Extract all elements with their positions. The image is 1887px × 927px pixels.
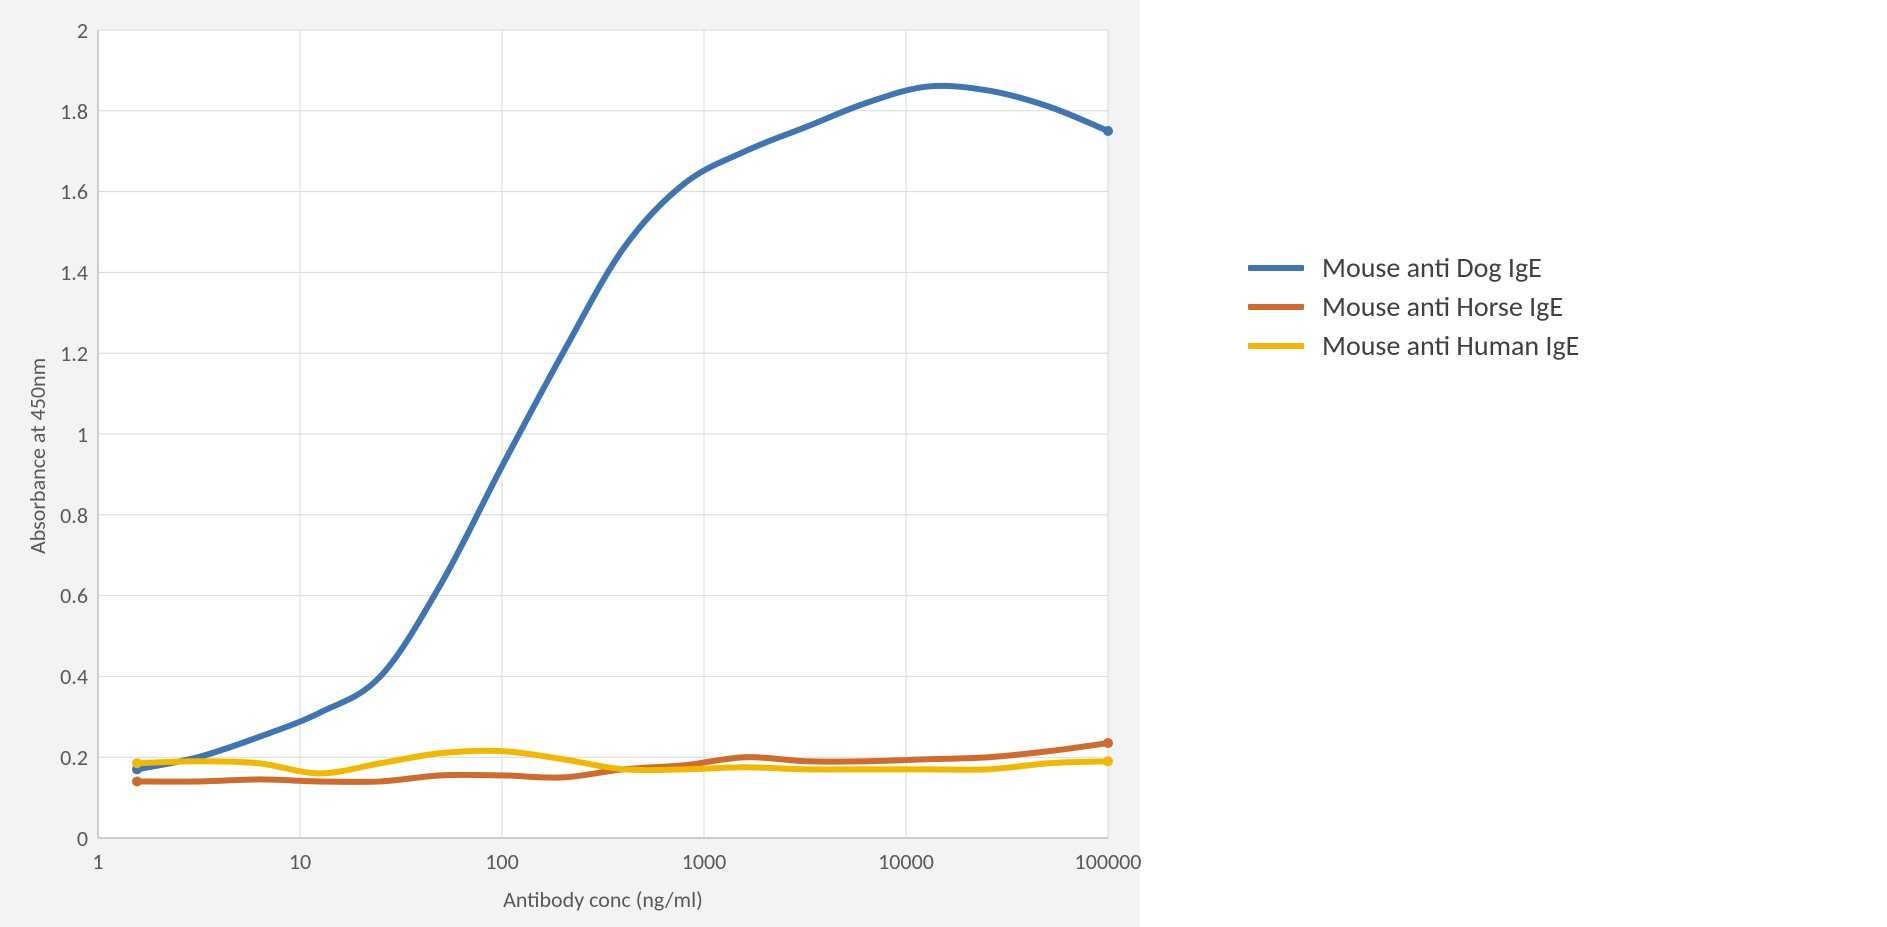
x-tick-label: 1	[92, 848, 103, 875]
page: 0 0.2 0.4 0.6 0.8 1 1.2 1.4 1.6 1.8 2 1 10 100 1000 100…	[0, 0, 1887, 927]
series-line	[137, 86, 1108, 769]
y-tick-label: 1.2	[60, 340, 88, 367]
series-marker	[1103, 756, 1113, 766]
legend-swatch	[1248, 304, 1304, 310]
chart-panel: 0 0.2 0.4 0.6 0.8 1 1.2 1.4 1.6 1.8 2 1 10 100 1000 100…	[0, 0, 1140, 927]
legend-label: Mouse anti Human IgE	[1322, 328, 1579, 363]
x-tick-label: 100	[485, 848, 518, 875]
y-tick-label: 0.2	[60, 744, 88, 771]
x-tick-label: 10000	[878, 848, 934, 875]
plot-area	[98, 30, 1108, 838]
x-axis-title: Antibody conc (ng/ml)	[503, 886, 703, 913]
legend-swatch	[1248, 265, 1304, 271]
y-tick-label: 1.4	[60, 259, 88, 286]
series-marker	[132, 758, 142, 768]
y-tick-label: 1.6	[60, 178, 88, 205]
x-tick-label: 1000	[682, 848, 727, 875]
x-tick-label: 100000	[1075, 848, 1142, 875]
legend-item: Mouse anti Dog IgE	[1248, 250, 1579, 285]
legend-label: Mouse anti Horse IgE	[1322, 289, 1563, 324]
series-marker	[1103, 738, 1113, 748]
chart-svg	[98, 30, 1108, 838]
legend-label: Mouse anti Dog IgE	[1322, 250, 1542, 285]
y-tick-label: 1	[77, 421, 88, 448]
series-line	[137, 743, 1108, 782]
legend-item: Mouse anti Horse IgE	[1248, 289, 1579, 324]
y-tick-label: 2	[77, 17, 88, 44]
series-marker	[1103, 126, 1113, 136]
legend-swatch	[1248, 343, 1304, 349]
series-marker	[132, 776, 142, 786]
series-line	[137, 751, 1108, 774]
y-tick-label: 0	[77, 825, 88, 852]
legend: Mouse anti Dog IgE Mouse anti Horse IgE Mo…	[1248, 250, 1579, 367]
y-axis-title: Absorbance at 450nm	[24, 358, 51, 554]
legend-item: Mouse anti Human IgE	[1248, 328, 1579, 363]
y-tick-label: 0.6	[60, 582, 88, 609]
y-tick-label: 1.8	[60, 98, 88, 125]
y-tick-label: 0.4	[60, 663, 88, 690]
y-tick-label: 0.8	[60, 502, 88, 529]
x-tick-label: 10	[289, 848, 311, 875]
